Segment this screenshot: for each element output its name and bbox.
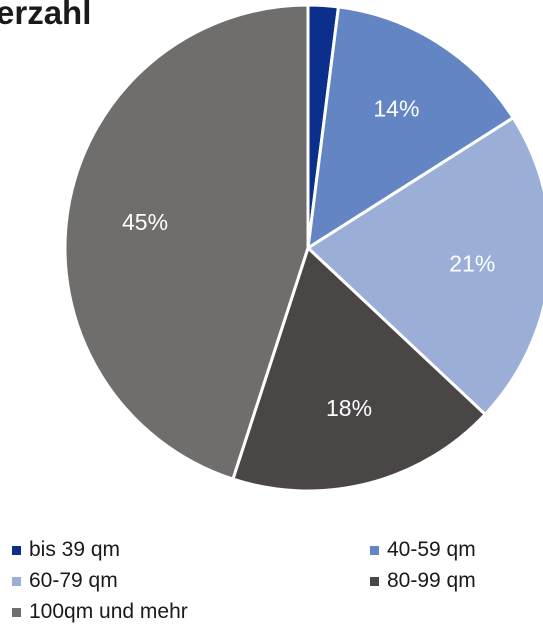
legend-swatch xyxy=(370,576,379,586)
chart-title: erzahl xyxy=(0,0,92,31)
slice-40-59 xyxy=(306,5,515,250)
data-label: 21% xyxy=(449,251,495,277)
legend-label: 100qm und mehr xyxy=(29,600,188,623)
legend-item-80-99: 80-99 qm xyxy=(370,569,476,593)
legend-swatch xyxy=(12,607,21,617)
legend: bis 39 qm 40-59 qm 60-79 qm 80-99 qm 100… xyxy=(0,530,543,635)
slice-100-plus xyxy=(63,3,310,481)
slice-80-99 xyxy=(231,246,487,493)
legend-item-40-59: 40-59 qm xyxy=(370,538,476,562)
legend-label: 60-79 qm xyxy=(29,569,118,592)
data-label: 45% xyxy=(122,209,168,235)
legend-label: 40-59 qm xyxy=(387,538,476,561)
data-label: 18% xyxy=(326,395,372,421)
legend-item-60-79: 60-79 qm xyxy=(12,569,118,593)
legend-swatch xyxy=(12,576,21,586)
legend-swatch xyxy=(370,545,379,555)
legend-label: bis 39 qm xyxy=(29,538,121,561)
legend-label: 80-99 qm xyxy=(387,569,476,592)
legend-swatch xyxy=(12,545,21,555)
legend-item-bis-39: bis 39 qm xyxy=(12,538,120,562)
data-label: 14% xyxy=(373,96,419,122)
slice-60-79 xyxy=(306,116,543,416)
pie-chart: 14% 21% 18% 45% xyxy=(63,3,543,493)
legend-item-100-plus: 100qm und mehr xyxy=(12,600,188,624)
